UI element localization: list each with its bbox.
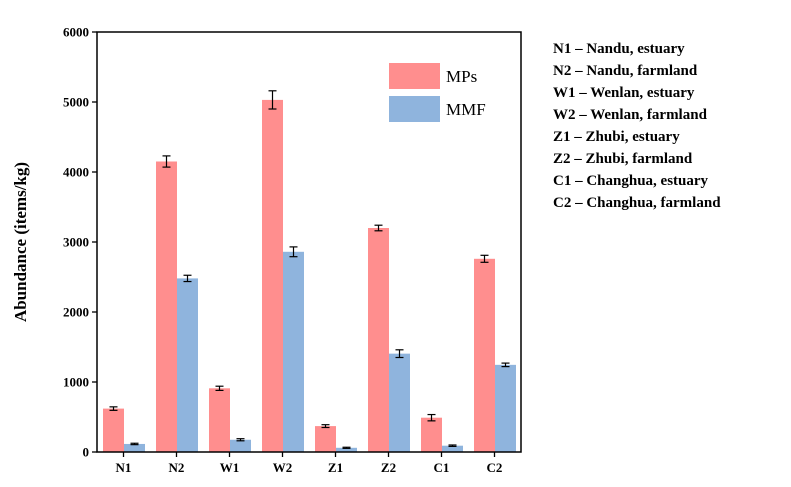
site-key-item: Z1 – Zhubi, estuary [553,129,680,145]
y-axis-label: Abundance (items/kg) [11,162,30,322]
error-bar-mmf-w1 [236,438,245,442]
site-key-item: C1 – Changhua, estuary [553,173,709,189]
error-bar-mps-w2 [268,90,277,110]
error-bar-mps-c2 [480,254,489,263]
bar-mmf-c1 [442,445,463,452]
legend-swatch-mps [389,63,440,89]
bar-mmf-z1 [336,447,357,452]
x-tick-label: Z1 [328,460,343,475]
bar-mps-z1 [315,426,336,452]
error-bar-mps-c1 [427,413,436,422]
bars-layer [103,99,516,453]
bar-mps-n2 [156,161,177,452]
bar-mmf-n2 [177,278,198,452]
error-bar-mps-n1 [109,406,118,411]
error-bar-mmf-c2 [501,362,510,368]
error-bar-mmf-n1 [130,442,139,446]
y-tick-label: 4000 [63,165,89,180]
y-tick-label: 3000 [63,235,89,250]
error-bar-mmf-c1 [448,444,457,447]
site-key-item: N1 – Nandu, estuary [553,41,685,57]
y-tick-label: 2000 [63,305,89,320]
legend-swatch-mmf [389,96,440,122]
error-bar-mmf-z1 [342,446,351,449]
bar-mmf-c2 [495,364,516,452]
x-tick-label: C2 [487,460,503,475]
error-bar-mps-z2 [374,224,383,232]
site-key-item: Z2 – Zhubi, farmland [553,151,693,167]
error-bar-mmf-n2 [183,274,192,283]
x-tick-label: N2 [169,460,185,475]
bar-mps-w2 [262,99,283,453]
x-tick-label: W1 [220,460,240,475]
bar-mmf-w1 [230,439,251,452]
x-tick-label: C1 [434,460,450,475]
x-tick-label: Z2 [381,460,396,475]
y-tick-label: 0 [83,445,90,460]
bar-mps-w1 [209,388,230,452]
legend: MPs MMF [389,63,486,122]
site-key-item: W1 – Wenlan, estuary [553,85,695,101]
site-key-item: W2 – Wenlan, farmland [553,107,707,123]
site-key-item: C2 – Changhua, farmland [553,195,721,211]
y-tick-label: 6000 [63,25,89,40]
error-bar-mmf-z2 [395,349,404,359]
error-bar-mps-w1 [215,385,224,391]
bar-mps-n1 [103,408,124,452]
bar-mmf-n1 [124,443,145,452]
bar-mps-z2 [368,228,389,452]
x-tick-label: W2 [273,460,293,475]
legend-label-mps: MPs [446,67,477,86]
bar-mps-c2 [474,258,495,452]
error-bar-mps-z1 [321,424,330,429]
axes-layer: N1 N2 W1 W2 Z1 Z2 C1 C2 0 1000 2000 3000 4000 5000 600… [11,25,522,475]
error-bar-mps-n2 [162,155,171,168]
bar-mmf-z2 [389,353,410,452]
bar-mps-c1 [421,417,442,452]
site-key-list: N1 – Nandu, estuary N2 – Nandu, farmland… [553,38,721,214]
bar-mmf-w2 [283,251,304,452]
legend-label-mmf: MMF [446,100,486,119]
x-tick-label: N1 [116,460,132,475]
error-bar-mmf-w2 [289,246,298,258]
y-tick-label: 1000 [63,375,89,390]
error-bars-layer [109,90,510,449]
site-key-item: N2 – Nandu, farmland [553,63,698,79]
y-tick-label: 5000 [63,95,89,110]
